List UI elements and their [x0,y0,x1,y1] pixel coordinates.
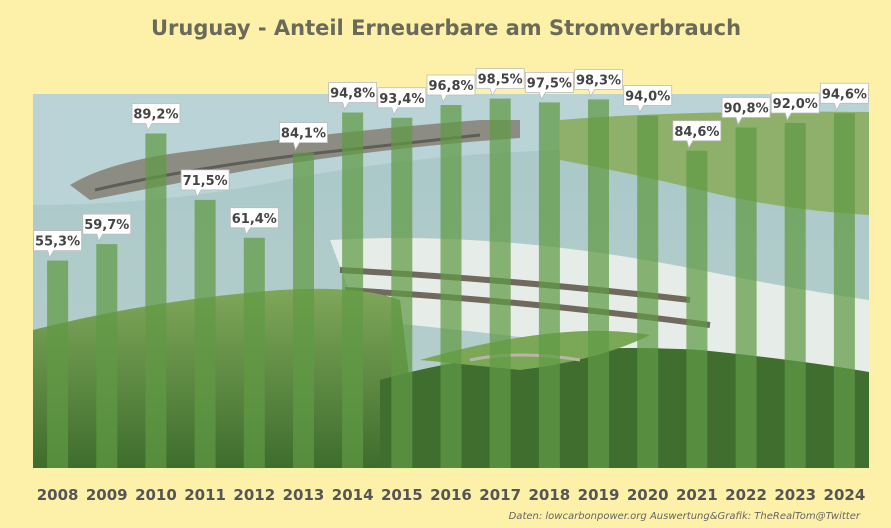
data-label-text: 71,5% [183,174,228,189]
data-label-text: 93,4% [379,92,424,107]
x-tick-2014: 2014 [332,486,374,504]
x-axis-ticks: 2008 2009 2010 2011 2012 2013 2014 2015 2016 2017… [37,486,866,504]
x-tick-2015: 2015 [381,486,423,504]
data-label-2013: 84,1% [279,122,328,151]
bar-2008 [47,260,69,468]
data-label-2023: 92,0% [770,92,820,122]
data-label-text: 94,8% [330,87,375,102]
data-label-2022: 90,8% [721,97,771,126]
data-label-2008: 55,3% [33,230,82,259]
data-label-2014: 94,8% [328,82,378,111]
bar-2009 [96,244,118,468]
x-tick-2019: 2019 [578,486,620,504]
bar-2018 [538,102,560,469]
data-label-2024: 94,6% [820,82,869,112]
data-label-2019: 98,3% [574,68,623,98]
data-label-text: 55,3% [35,235,80,250]
bar-2011 [194,199,216,468]
bar-2019 [588,99,609,469]
bar-2013 [293,152,314,468]
data-label-2017: 98,5% [475,68,525,97]
data-label-text: 97,5% [527,76,572,91]
bar-2012 [243,237,265,469]
data-label-text: 89,2% [133,108,178,123]
data-label-text: 90,8% [724,102,769,117]
x-tick-2016: 2016 [430,486,472,504]
bar-2021 [686,150,708,469]
bar-2015 [391,117,413,469]
bar-2014 [342,112,364,468]
data-label-text: 94,0% [625,90,670,105]
data-label-2009: 59,7% [82,213,132,243]
data-label-text: 84,6% [674,125,719,140]
data-label-2011: 71,5% [180,169,230,198]
x-tick-2020: 2020 [627,486,669,504]
bar-2017 [489,98,511,468]
bars [47,98,855,469]
data-labels: 55,3% 59,7% 89,2% 71,5% 61,4% 84,1% 94,8% 93,4%… [33,68,869,259]
data-label-text: 98,3% [576,73,621,88]
data-label-2015: 93,4% [377,87,427,116]
x-tick-2013: 2013 [283,486,325,504]
data-label-text: 92,0% [773,97,818,112]
bar-2023 [784,123,806,468]
x-tick-2023: 2023 [774,486,816,504]
data-label-2021: 84,6% [672,120,722,149]
data-label-text: 84,1% [281,127,326,142]
bar-2022 [735,127,757,468]
x-tick-2022: 2022 [725,486,767,504]
source-note: Daten: lowcarbonpower.org Auswertung&Gra… [509,511,861,522]
data-label-2018: 97,5% [524,71,574,101]
x-tick-2011: 2011 [184,486,226,504]
bar-2016 [440,105,462,468]
data-label-text: 96,8% [428,79,473,94]
data-label-text: 94,6% [822,87,867,102]
bar-2020 [637,115,659,468]
x-tick-2010: 2010 [135,486,177,504]
data-label-text: 59,7% [84,218,129,233]
x-tick-2021: 2021 [676,486,718,504]
data-label-2010: 89,2% [131,103,181,132]
data-label-text: 61,4% [232,212,277,227]
bar-2010 [145,133,167,468]
x-tick-2009: 2009 [86,486,128,504]
data-label-2012: 61,4% [229,207,279,236]
x-tick-2017: 2017 [479,486,521,504]
data-label-2016: 96,8% [426,74,476,104]
data-label-text: 98,5% [478,73,523,88]
bar-2024 [833,113,855,469]
chart-title: Uruguay - Anteil Erneuerbare am Stromver… [151,16,741,40]
x-tick-2008: 2008 [37,486,79,504]
data-label-2020: 94,0% [623,85,673,114]
x-tick-2024: 2024 [824,486,866,504]
x-tick-2018: 2018 [528,486,570,504]
x-tick-2012: 2012 [233,486,275,504]
